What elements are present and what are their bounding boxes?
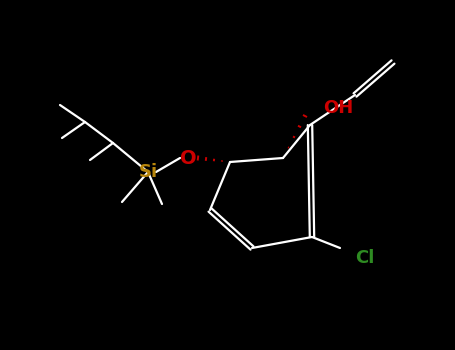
Text: Si: Si <box>138 163 157 181</box>
Text: O: O <box>180 148 196 168</box>
Text: Cl: Cl <box>355 249 374 267</box>
Text: OH: OH <box>323 99 353 117</box>
